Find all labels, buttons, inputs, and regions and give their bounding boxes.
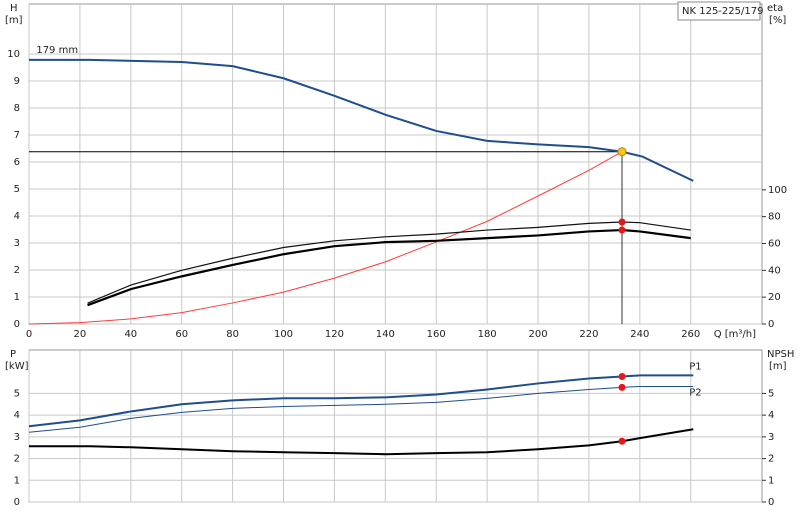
x-axis-label: Q [m³/h] bbox=[714, 329, 756, 340]
duty-point bbox=[617, 147, 627, 157]
y-axis-unit: [m] bbox=[5, 15, 23, 26]
operating-marker bbox=[618, 218, 626, 226]
curve bbox=[87, 228, 691, 307]
y2-axis-unit: [%] bbox=[769, 15, 786, 26]
y-tick-label: 9 bbox=[14, 76, 20, 87]
x-tick-label: 240 bbox=[630, 329, 649, 340]
y-tick-label: 0 bbox=[14, 497, 20, 508]
y-tick-label: 8 bbox=[14, 103, 20, 114]
y2-tick-label: 2 bbox=[768, 454, 774, 465]
y2-axis-label: NPSH bbox=[767, 349, 794, 360]
x-tick-label: 20 bbox=[74, 329, 87, 340]
y-axis-unit: [kW] bbox=[5, 361, 29, 372]
y2-tick-label: 0 bbox=[768, 497, 774, 508]
y-tick-label: 5 bbox=[14, 388, 20, 399]
y2-tick-label: 1 bbox=[768, 475, 774, 486]
y-tick-label: 3 bbox=[14, 238, 20, 249]
series-label: 179 mm bbox=[36, 45, 78, 56]
y2-tick-label: 60 bbox=[768, 238, 781, 249]
operating-marker bbox=[618, 226, 626, 234]
y2-tick-label: 40 bbox=[768, 265, 781, 276]
x-tick-label: 220 bbox=[579, 329, 598, 340]
plot-frame bbox=[28, 349, 763, 503]
y-axis-label: P bbox=[10, 349, 16, 360]
series-label: P2 bbox=[689, 387, 701, 398]
curve bbox=[28, 374, 694, 428]
chart-title: NK 125-225/179 bbox=[682, 6, 763, 17]
x-tick-label: 80 bbox=[226, 329, 239, 340]
y-tick-label: 1 bbox=[14, 292, 20, 303]
y-tick-label: 4 bbox=[14, 211, 20, 222]
y2-tick-label: 80 bbox=[768, 212, 781, 223]
x-tick-label: 160 bbox=[427, 329, 446, 340]
x-tick-label: 60 bbox=[175, 329, 188, 340]
y2-axis-label: eta bbox=[767, 3, 783, 14]
y-tick-label: 5 bbox=[14, 184, 20, 195]
y2-axis-unit: [m] bbox=[769, 361, 787, 372]
y2-tick-label: 4 bbox=[768, 410, 774, 421]
y-tick-label: 3 bbox=[14, 432, 20, 443]
y-tick-label: 2 bbox=[14, 454, 20, 465]
y-axis-label: H bbox=[10, 3, 18, 14]
y-tick-label: 6 bbox=[14, 157, 20, 168]
curve bbox=[28, 151, 623, 325]
title-box bbox=[677, 1, 761, 21]
y-tick-label: 1 bbox=[14, 475, 20, 486]
x-tick-label: 100 bbox=[274, 329, 293, 340]
curve bbox=[28, 385, 694, 433]
y2-tick-label: 20 bbox=[768, 292, 781, 303]
x-tick-label: 140 bbox=[376, 329, 395, 340]
plot-frame bbox=[28, 3, 763, 325]
curve bbox=[87, 221, 691, 304]
x-tick-label: 260 bbox=[681, 329, 700, 340]
x-tick-label: 0 bbox=[26, 329, 32, 340]
x-tick-label: 40 bbox=[124, 329, 137, 340]
y-tick-label: 4 bbox=[14, 410, 20, 421]
operating-marker bbox=[618, 437, 626, 445]
x-tick-label: 120 bbox=[325, 329, 344, 340]
y-tick-label: 7 bbox=[14, 130, 20, 141]
curve bbox=[29, 58, 694, 182]
x-tick-label: 180 bbox=[478, 329, 497, 340]
y2-tick-label: 5 bbox=[768, 388, 774, 399]
y2-tick-label: 3 bbox=[768, 432, 774, 443]
y2-tick-label: 0 bbox=[768, 319, 774, 330]
y-tick-label: 2 bbox=[14, 265, 20, 276]
y-tick-label: 0 bbox=[14, 319, 20, 330]
y2-tick-label: 100 bbox=[768, 185, 787, 196]
y-tick-label: 10 bbox=[7, 49, 20, 60]
operating-marker bbox=[618, 372, 626, 380]
x-tick-label: 200 bbox=[528, 329, 547, 340]
operating-marker bbox=[618, 383, 626, 391]
series-label: P1 bbox=[689, 361, 701, 372]
curve bbox=[29, 428, 694, 456]
